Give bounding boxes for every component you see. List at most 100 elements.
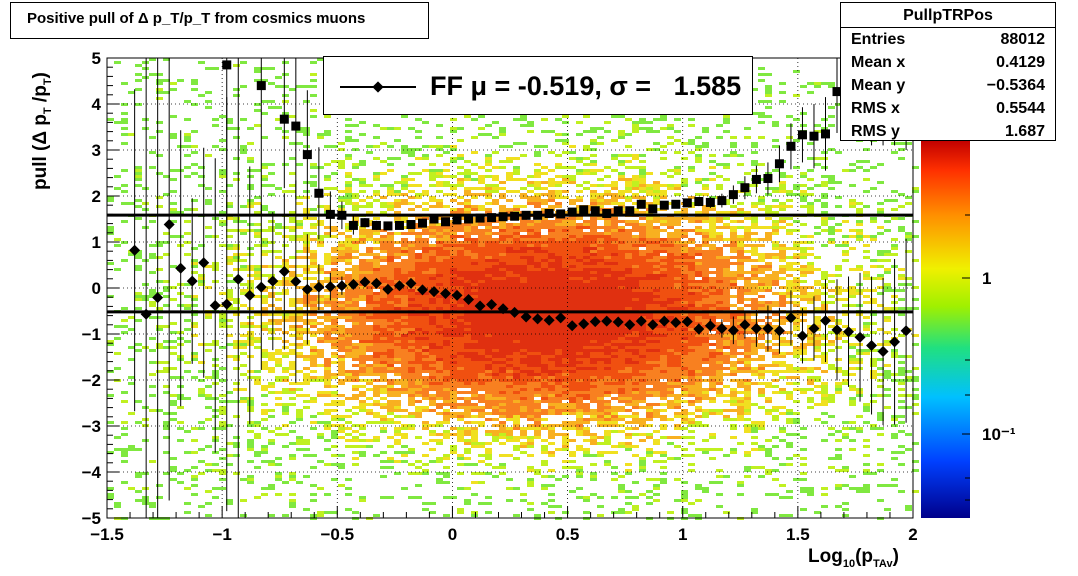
heatmap-cell — [345, 295, 352, 298]
heatmap-cell — [317, 301, 324, 304]
heatmap-cell — [303, 394, 310, 397]
heatmap-cell — [170, 340, 177, 343]
heatmap-cell — [331, 295, 338, 298]
heatmap-cell — [506, 208, 513, 211]
heatmap-cell — [436, 361, 443, 364]
heatmap-cell — [289, 388, 296, 391]
heatmap-cell — [289, 226, 296, 229]
heatmap-cell — [268, 487, 275, 490]
heatmap-cell — [247, 316, 254, 319]
heatmap-cell — [345, 253, 352, 256]
heatmap-cell — [520, 328, 527, 331]
heatmap-cell — [618, 475, 625, 478]
heatmap-cell — [611, 313, 618, 316]
heatmap-cell — [583, 412, 590, 415]
heatmap-cell — [506, 211, 513, 214]
heatmap-cell — [429, 511, 436, 514]
heatmap-cell — [394, 373, 401, 376]
heatmap-cell — [541, 460, 548, 463]
heatmap-cell — [576, 394, 583, 397]
heatmap-cell — [625, 421, 632, 424]
heatmap-cell — [464, 400, 471, 403]
heatmap-cell — [562, 256, 569, 259]
heatmap-cell — [562, 424, 569, 427]
heatmap-cell — [576, 469, 583, 472]
heatmap-cell — [366, 298, 373, 301]
heatmap-cell — [338, 259, 345, 262]
heatmap-cell — [590, 439, 597, 442]
heatmap-cell — [457, 340, 464, 343]
heatmap-cell — [254, 124, 261, 127]
heatmap-cell — [366, 202, 373, 205]
heatmap-cell — [548, 475, 555, 478]
heatmap-cell — [303, 133, 310, 136]
heatmap-cell — [317, 220, 324, 223]
heatmap-cell — [233, 445, 240, 448]
heatmap-cell — [590, 463, 597, 466]
heatmap-cell — [380, 379, 387, 382]
heatmap-cell — [359, 496, 366, 499]
heatmap-cell — [555, 244, 562, 247]
heatmap-cell — [464, 370, 471, 373]
heatmap-cell — [548, 286, 555, 289]
heatmap-cell — [373, 340, 380, 343]
heatmap-cell — [506, 232, 513, 235]
heatmap-cell — [576, 373, 583, 376]
heatmap-cell — [562, 367, 569, 370]
heatmap-cell — [163, 346, 170, 349]
heatmap-cell — [310, 370, 317, 373]
heatmap-cell — [331, 298, 338, 301]
heatmap-cell — [275, 256, 282, 259]
heatmap-cell — [583, 499, 590, 502]
heatmap-cell — [310, 175, 317, 178]
heatmap-cell — [408, 382, 415, 385]
heatmap-cell — [485, 373, 492, 376]
heatmap-cell — [604, 301, 611, 304]
heatmap-cell — [366, 271, 373, 274]
heatmap-cell — [583, 253, 590, 256]
heatmap-cell — [289, 298, 296, 301]
heatmap-cell — [485, 430, 492, 433]
heatmap-cell — [380, 352, 387, 355]
heatmap-cell — [331, 250, 338, 253]
heatmap-cell — [555, 328, 562, 331]
heatmap-cell — [534, 250, 541, 253]
heatmap-cell — [485, 391, 492, 394]
heatmap-cell — [247, 376, 254, 379]
heatmap-cell — [345, 139, 352, 142]
heatmap-cell — [401, 445, 408, 448]
heatmap-cell — [604, 229, 611, 232]
heatmap-cell — [450, 259, 457, 262]
heatmap-cell — [268, 385, 275, 388]
heatmap-cell — [387, 334, 394, 337]
heatmap-cell — [135, 421, 142, 424]
heatmap-cell — [583, 355, 590, 358]
heatmap-cell — [485, 268, 492, 271]
heatmap-cell — [478, 289, 485, 292]
heatmap-cell — [478, 361, 485, 364]
heatmap-cell — [394, 343, 401, 346]
heatmap-cell — [632, 325, 639, 328]
heatmap-cell — [443, 151, 450, 154]
heatmap-cell — [506, 313, 513, 316]
heatmap-cell — [632, 382, 639, 385]
heatmap-cell — [149, 373, 156, 376]
heatmap-cell — [422, 334, 429, 337]
heatmap-cell — [464, 265, 471, 268]
heatmap-cell — [506, 379, 513, 382]
heatmap-cell — [527, 265, 534, 268]
heatmap-cell — [401, 328, 408, 331]
heatmap-cell — [548, 250, 555, 253]
heatmap-cell — [590, 148, 597, 151]
heatmap-cell — [380, 211, 387, 214]
heatmap-cell — [471, 442, 478, 445]
heatmap-cell — [471, 196, 478, 199]
heatmap-cell — [632, 388, 639, 391]
heatmap-cell — [422, 256, 429, 259]
heatmap-cell — [226, 454, 233, 457]
heatmap-cell — [443, 241, 450, 244]
heatmap-cell — [373, 256, 380, 259]
heatmap-cell — [352, 166, 359, 169]
heatmap-cell — [464, 376, 471, 379]
heatmap-cell — [387, 466, 394, 469]
